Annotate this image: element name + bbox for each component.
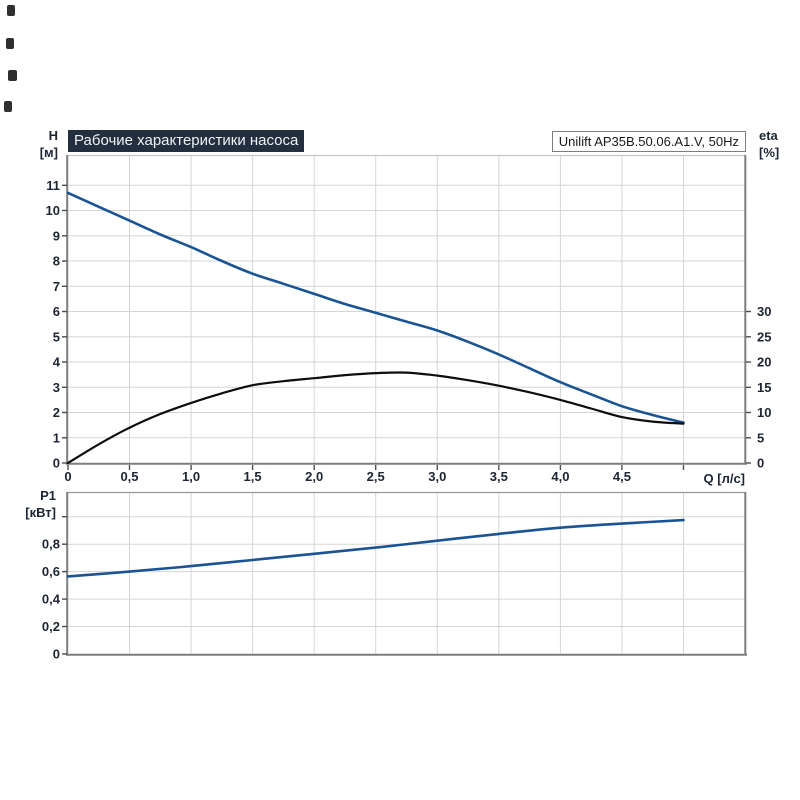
svg-text:10: 10 (757, 405, 771, 420)
svg-text:1,0: 1,0 (182, 469, 200, 484)
h-axis-unit: [м] (39, 145, 58, 160)
svg-text:7: 7 (53, 279, 60, 294)
svg-text:6: 6 (53, 304, 60, 319)
edge-artifact-1 (7, 5, 15, 16)
svg-text:0,6: 0,6 (42, 564, 60, 579)
p1-axis-unit: [кВт] (25, 505, 56, 520)
svg-text:15: 15 (757, 380, 771, 395)
svg-text:2,5: 2,5 (367, 469, 385, 484)
chart-title: Рабочие характеристики насоса (68, 130, 305, 152)
svg-text:0,5: 0,5 (120, 469, 138, 484)
h-axis-title: H [м] (14, 127, 58, 161)
svg-text:25: 25 (757, 329, 771, 344)
edge-artifact-3 (8, 70, 17, 81)
svg-text:3,5: 3,5 (490, 469, 508, 484)
p1-axis-name: P1 (40, 488, 56, 503)
svg-text:5: 5 (757, 430, 764, 445)
svg-text:20: 20 (757, 355, 771, 370)
svg-text:0: 0 (64, 469, 71, 484)
svg-text:30: 30 (757, 304, 771, 319)
svg-text:2: 2 (53, 405, 60, 420)
eta-axis-title: eta [%] (759, 127, 799, 161)
edge-artifact-2 (6, 38, 14, 49)
svg-text:11: 11 (46, 178, 60, 193)
pump-model-label: Unilift AP35B.50.06.A1.V, 50Hz (551, 131, 746, 152)
svg-text:0,2: 0,2 (42, 619, 60, 634)
h-axis-name: H (48, 128, 58, 143)
svg-text:4,5: 4,5 (613, 469, 631, 484)
svg-text:3: 3 (53, 380, 60, 395)
svg-text:0,4: 0,4 (42, 592, 61, 607)
eta-axis-unit: [%] (759, 145, 780, 160)
svg-text:10: 10 (46, 203, 60, 218)
q-axis-title: Q [л/с] (703, 471, 745, 486)
svg-text:1,5: 1,5 (244, 469, 262, 484)
svg-text:2,0: 2,0 (305, 469, 323, 484)
svg-text:0: 0 (757, 456, 764, 471)
svg-text:0: 0 (53, 647, 60, 662)
svg-text:0: 0 (53, 456, 60, 471)
svg-text:4: 4 (53, 355, 61, 370)
svg-text:5: 5 (53, 329, 60, 344)
eta-axis-name: eta (759, 128, 778, 143)
svg-text:1: 1 (53, 430, 60, 445)
svg-text:8: 8 (53, 254, 60, 269)
svg-text:9: 9 (53, 228, 60, 243)
svg-text:3,0: 3,0 (428, 469, 446, 484)
p1-axis-title: P1 [кВт] (10, 487, 56, 521)
svg-text:0,8: 0,8 (42, 537, 60, 552)
edge-artifact-4 (4, 101, 12, 112)
svg-text:4,0: 4,0 (551, 469, 569, 484)
